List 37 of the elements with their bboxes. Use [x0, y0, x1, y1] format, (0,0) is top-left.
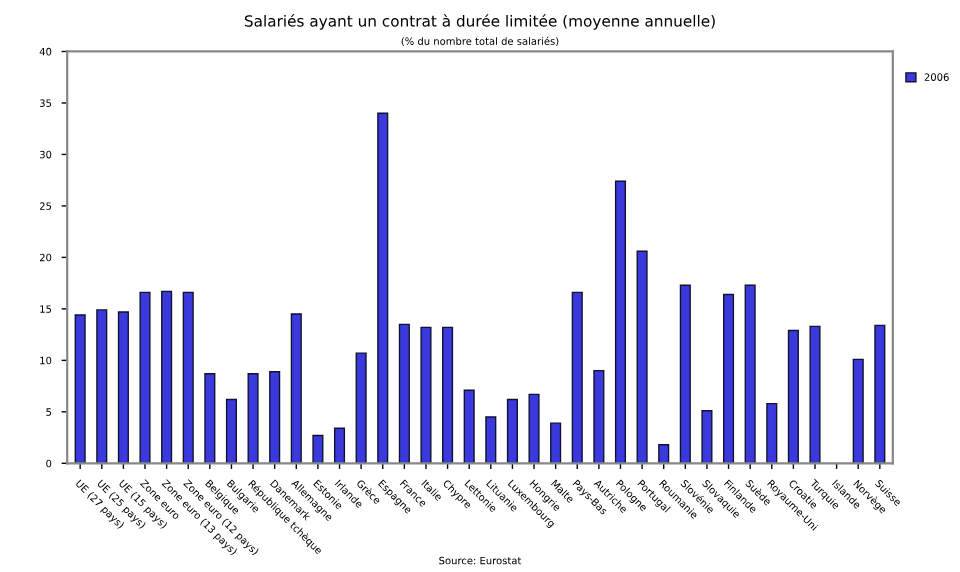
- bar: [852, 358, 864, 464]
- bar: [290, 313, 302, 464]
- bar: [787, 329, 799, 464]
- bar: [225, 398, 238, 464]
- bar: [506, 398, 518, 464]
- bar: [204, 373, 216, 464]
- bar: [398, 323, 410, 464]
- bar: [247, 373, 259, 464]
- bar: [528, 393, 540, 464]
- bar: [182, 291, 194, 464]
- bar: [442, 326, 454, 464]
- bar: [744, 284, 756, 464]
- bar: [701, 410, 713, 464]
- bar: [161, 290, 173, 464]
- bar: [766, 402, 778, 464]
- bar: [333, 427, 346, 464]
- bar: [550, 422, 562, 464]
- bar: [593, 369, 605, 464]
- bar: [679, 284, 691, 464]
- bar: [420, 326, 432, 464]
- bar: [658, 444, 670, 464]
- bar: [96, 309, 108, 464]
- bar: [377, 112, 389, 464]
- bar: [722, 293, 735, 464]
- bar: [809, 325, 821, 464]
- bar: [355, 352, 367, 464]
- bar: [571, 291, 583, 464]
- bar: [614, 180, 627, 464]
- bar: [312, 434, 324, 464]
- bar: [117, 311, 129, 464]
- bar: [636, 250, 648, 464]
- bar: [74, 314, 86, 464]
- bar: [874, 324, 886, 464]
- bar: [269, 370, 281, 464]
- bar: [463, 389, 475, 464]
- bar: [139, 291, 151, 464]
- bar: [485, 416, 497, 464]
